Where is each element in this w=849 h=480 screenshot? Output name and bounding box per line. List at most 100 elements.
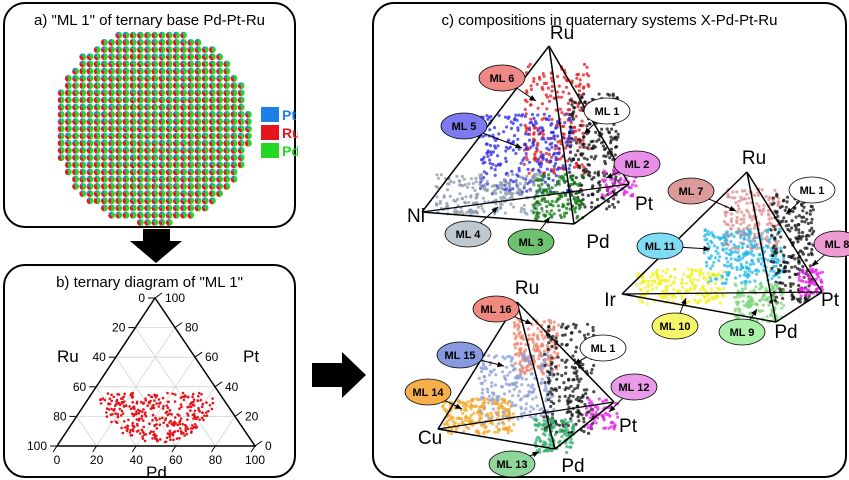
- composition-point: [577, 101, 582, 105]
- composition-point: [519, 405, 523, 409]
- wafer-spot: [57, 154, 65, 161]
- composition-point: [577, 183, 581, 188]
- wafer-spot: [194, 147, 202, 154]
- composition-point: [749, 295, 753, 299]
- wafer-spot: [115, 96, 123, 104]
- composition-point: [502, 422, 506, 426]
- wafer-spot: [173, 31, 180, 39]
- tick-label-right: 20: [245, 409, 259, 423]
- ternary-point: [173, 416, 177, 419]
- composition-point: [567, 134, 571, 138]
- composition-point: [572, 165, 577, 169]
- composition-point: [565, 206, 569, 210]
- composition-point: [607, 130, 611, 134]
- wafer-spot: [79, 53, 87, 61]
- composition-point: [803, 246, 807, 250]
- wafer-spot: [93, 147, 101, 154]
- wafer-spot: [136, 168, 144, 176]
- composition-point: [552, 325, 556, 329]
- wafer-spot: [137, 60, 144, 68]
- tick-label-left: 0: [138, 291, 145, 305]
- composition-point: [559, 216, 563, 220]
- composition-point: [761, 209, 765, 213]
- composition-point: [594, 410, 598, 415]
- wafer-spot: [201, 103, 209, 111]
- composition-point: [475, 201, 479, 205]
- composition-point: [571, 174, 575, 178]
- wafer-spot: [180, 82, 188, 89]
- wafer-spot: [158, 39, 166, 46]
- composition-point: [544, 429, 548, 433]
- composition-point: [607, 426, 611, 430]
- composition-point: [673, 295, 678, 299]
- composition-point: [497, 410, 501, 414]
- ternary-point: [148, 401, 151, 405]
- wafer-spot: [237, 89, 245, 97]
- composition-point: [527, 160, 532, 164]
- composition-point: [568, 170, 572, 174]
- composition-point: [749, 242, 753, 246]
- composition-point: [507, 407, 511, 411]
- wafer-spot: [86, 197, 94, 205]
- composition-point: [558, 157, 562, 161]
- composition-point: [774, 283, 778, 287]
- wafer-spot: [151, 161, 159, 169]
- composition-point: [585, 65, 589, 69]
- composition-point: [451, 416, 455, 420]
- composition-point: [748, 262, 753, 267]
- composition-point: [753, 279, 757, 283]
- wafer-spot: [151, 53, 159, 61]
- wafer-spot: [165, 204, 173, 212]
- composition-point: [768, 221, 772, 225]
- composition-point: [545, 167, 549, 171]
- wafer-spot: [72, 67, 79, 75]
- wafer-spot: [187, 82, 195, 89]
- wafer-spot: [180, 89, 188, 97]
- composition-point: [733, 307, 737, 311]
- composition-point: [460, 417, 464, 421]
- down-arrow-icon: [130, 229, 182, 263]
- tick-label-bottom: 100: [245, 453, 265, 467]
- wafer-spot: [122, 125, 130, 133]
- composition-point: [509, 126, 513, 131]
- wafer-spot: [65, 111, 72, 118]
- composition-point: [616, 415, 620, 419]
- composition-point: [749, 298, 753, 302]
- wafer-spot: [129, 89, 137, 97]
- ternary-point: [144, 397, 147, 400]
- composition-point: [731, 223, 735, 228]
- wafer-spot: [86, 111, 94, 118]
- composition-point: [514, 182, 519, 186]
- wafer-spot: [129, 118, 137, 125]
- composition-point: [707, 256, 711, 260]
- composition-point: [535, 146, 539, 150]
- wafer-spot: [151, 46, 159, 54]
- ml-label-bubble: [651, 312, 699, 340]
- composition-point: [476, 205, 480, 209]
- ternary-point: [99, 402, 103, 405]
- composition-point: [564, 371, 568, 375]
- composition-point: [805, 237, 809, 241]
- tick-label-left: 80: [53, 409, 67, 423]
- composition-point: [554, 108, 558, 112]
- composition-point: [574, 84, 578, 88]
- composition-point: [772, 260, 776, 264]
- composition-point: [485, 367, 489, 371]
- composition-point: [741, 230, 746, 234]
- composition-point: [469, 177, 474, 181]
- composition-point: [572, 110, 576, 114]
- composition-point: [574, 136, 578, 140]
- composition-point: [584, 413, 589, 417]
- composition-point: [582, 145, 586, 149]
- composition-point: [563, 426, 567, 430]
- wafer-spot: [122, 111, 130, 118]
- wafer-spot: [223, 175, 231, 183]
- wafer-spot: [129, 31, 137, 39]
- composition-point: [573, 387, 577, 391]
- ternary-point: [119, 414, 123, 417]
- composition-point: [448, 194, 452, 198]
- composition-point: [650, 283, 654, 287]
- ternary-point: [176, 429, 180, 433]
- wafer-spot: [101, 132, 108, 140]
- composition-point: [704, 260, 708, 264]
